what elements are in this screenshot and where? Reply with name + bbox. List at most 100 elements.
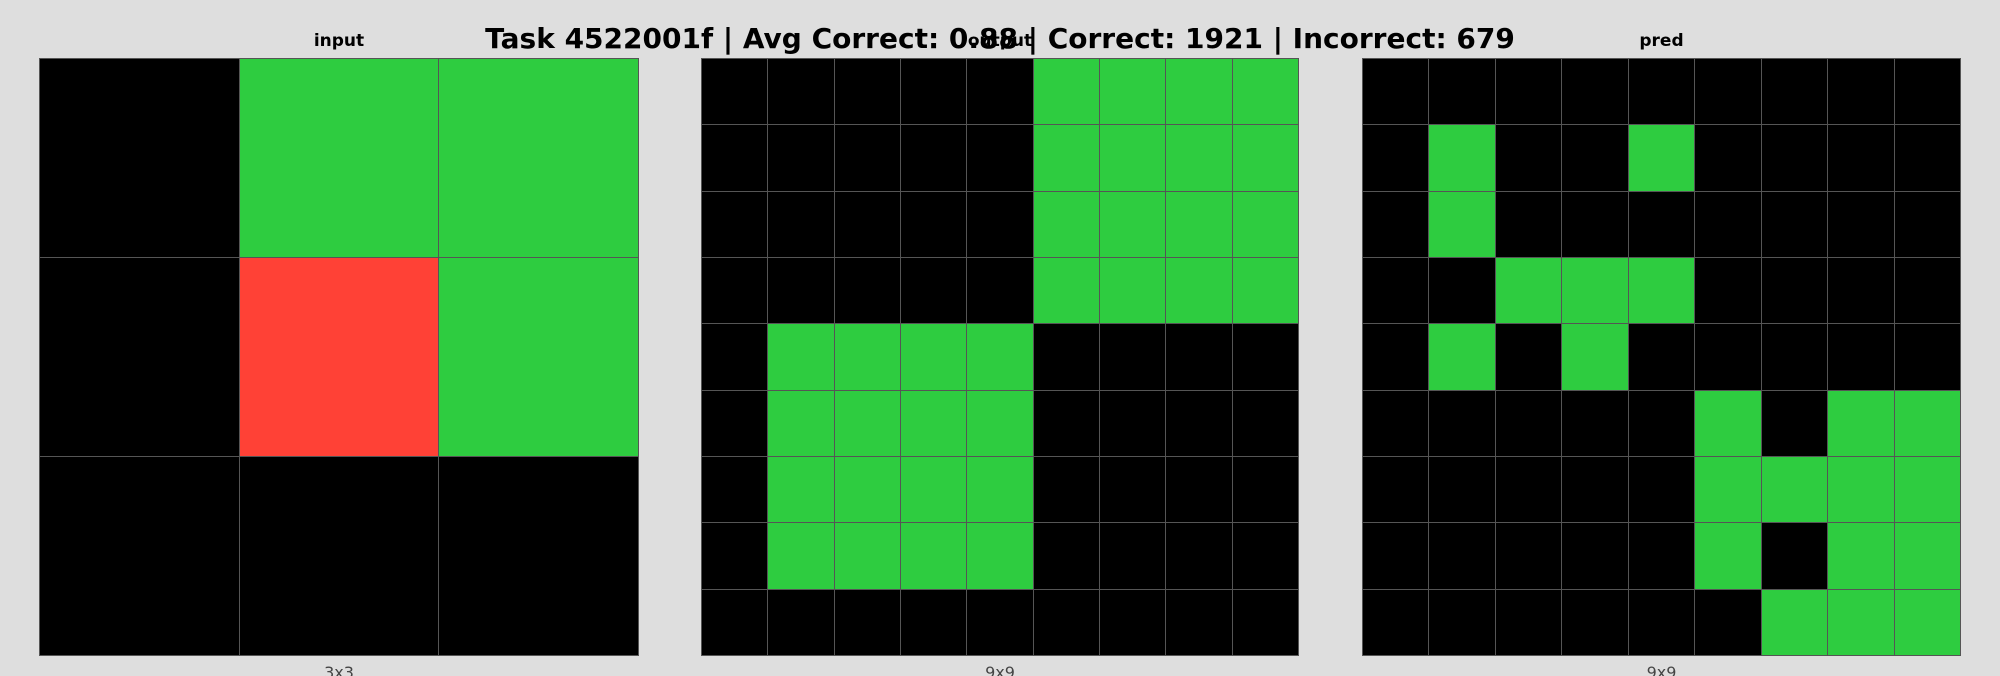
grid-cell <box>702 125 768 191</box>
grid-cell <box>1363 457 1429 523</box>
grid-cell <box>1695 258 1761 324</box>
grid-cell <box>967 589 1033 655</box>
grid-cell <box>1894 589 1960 655</box>
grid-cell <box>1495 258 1562 324</box>
grid-cell <box>1033 324 1099 390</box>
grid-cell <box>768 125 834 191</box>
grid-cell <box>1894 191 1960 257</box>
grid-cell <box>439 457 638 655</box>
grid-cell <box>1894 457 1960 523</box>
grid-cell <box>901 457 967 523</box>
input-panel: input 3x3 <box>39 31 639 676</box>
grid-cell <box>1761 589 1828 655</box>
grid-cell <box>1166 390 1232 456</box>
grid-cell <box>1894 390 1960 456</box>
grid-cell <box>768 390 834 456</box>
grid-cell <box>1363 523 1429 589</box>
grid-cell <box>1761 191 1828 257</box>
grid-cell <box>1166 324 1232 390</box>
grid-cell <box>1232 59 1298 125</box>
grid-cell <box>1828 125 1894 191</box>
grid-cell <box>901 589 967 655</box>
grid-cell <box>967 125 1033 191</box>
grid-cell <box>1828 191 1894 257</box>
grid-cell <box>1232 191 1298 257</box>
grid-cell <box>834 589 900 655</box>
grid-cell <box>1828 589 1894 655</box>
grid-cell <box>1761 457 1828 523</box>
grid-cell <box>768 324 834 390</box>
grid-cell <box>1828 59 1894 125</box>
grid-cell <box>1429 125 1495 191</box>
grid-cell <box>901 191 967 257</box>
grid-cell <box>1894 523 1960 589</box>
grid-cell <box>1628 523 1695 589</box>
grid-cell <box>1166 457 1232 523</box>
grid-cell <box>967 523 1033 589</box>
grid-cell <box>901 125 967 191</box>
grid-cell <box>834 125 900 191</box>
grid-cell <box>1695 59 1761 125</box>
grid-cell <box>834 457 900 523</box>
grid-cell <box>1232 589 1298 655</box>
grid-cell <box>967 390 1033 456</box>
grid-cell <box>1232 258 1298 324</box>
grid-cell <box>1628 457 1695 523</box>
input-grid-size: 3x3 <box>324 664 354 676</box>
grid-cell <box>1100 457 1166 523</box>
grid-cell <box>1828 258 1894 324</box>
grid-cell <box>1761 523 1828 589</box>
grid-cell <box>1033 589 1099 655</box>
input-panel-title: input <box>313 31 365 51</box>
grid-cell <box>967 457 1033 523</box>
grid-cell <box>1166 59 1232 125</box>
grid-cell <box>1033 191 1099 257</box>
grid-cell <box>239 258 439 456</box>
grid-cell <box>768 589 834 655</box>
output-grid <box>701 58 1299 656</box>
grid-cell <box>834 523 900 589</box>
grid-cell <box>702 457 768 523</box>
grid-cell <box>1100 324 1166 390</box>
grid-cell <box>439 59 638 257</box>
grid-cell <box>1695 589 1761 655</box>
grid-cell <box>834 191 900 257</box>
grid-cell <box>239 457 439 655</box>
grid-cell <box>1166 258 1232 324</box>
grid-cell <box>1363 390 1429 456</box>
grid-cell <box>1761 59 1828 125</box>
pred-grid <box>1362 58 1961 656</box>
grid-cell <box>834 59 900 125</box>
grid-cell <box>1495 523 1562 589</box>
grid-cell <box>1628 258 1695 324</box>
grid-cell <box>901 258 967 324</box>
grid-cell <box>768 258 834 324</box>
grid-cell <box>1363 59 1429 125</box>
grid-cell <box>1628 390 1695 456</box>
grid-cell <box>1628 324 1695 390</box>
grid-cell <box>702 59 768 125</box>
grid-cell <box>1562 457 1628 523</box>
grid-cell <box>1695 457 1761 523</box>
grid-cell <box>1166 191 1232 257</box>
grid-cell <box>439 258 638 456</box>
grid-cell <box>1495 324 1562 390</box>
grid-cell <box>1894 324 1960 390</box>
grid-cell <box>702 191 768 257</box>
grid-cell <box>1695 390 1761 456</box>
grid-cell <box>1495 390 1562 456</box>
grid-cell <box>1761 125 1828 191</box>
grid-cell <box>1429 59 1495 125</box>
grid-cell <box>1562 523 1628 589</box>
grid-cell <box>1894 125 1960 191</box>
grid-cell <box>768 523 834 589</box>
grid-cell <box>1232 390 1298 456</box>
input-grid <box>39 58 639 656</box>
grid-cell <box>1033 390 1099 456</box>
grid-cell <box>1232 523 1298 589</box>
grid-cell <box>1628 59 1695 125</box>
grid-cell <box>40 258 239 456</box>
grid-cell <box>702 258 768 324</box>
grid-cell <box>1033 523 1099 589</box>
output-grid-size: 9x9 <box>985 664 1015 676</box>
